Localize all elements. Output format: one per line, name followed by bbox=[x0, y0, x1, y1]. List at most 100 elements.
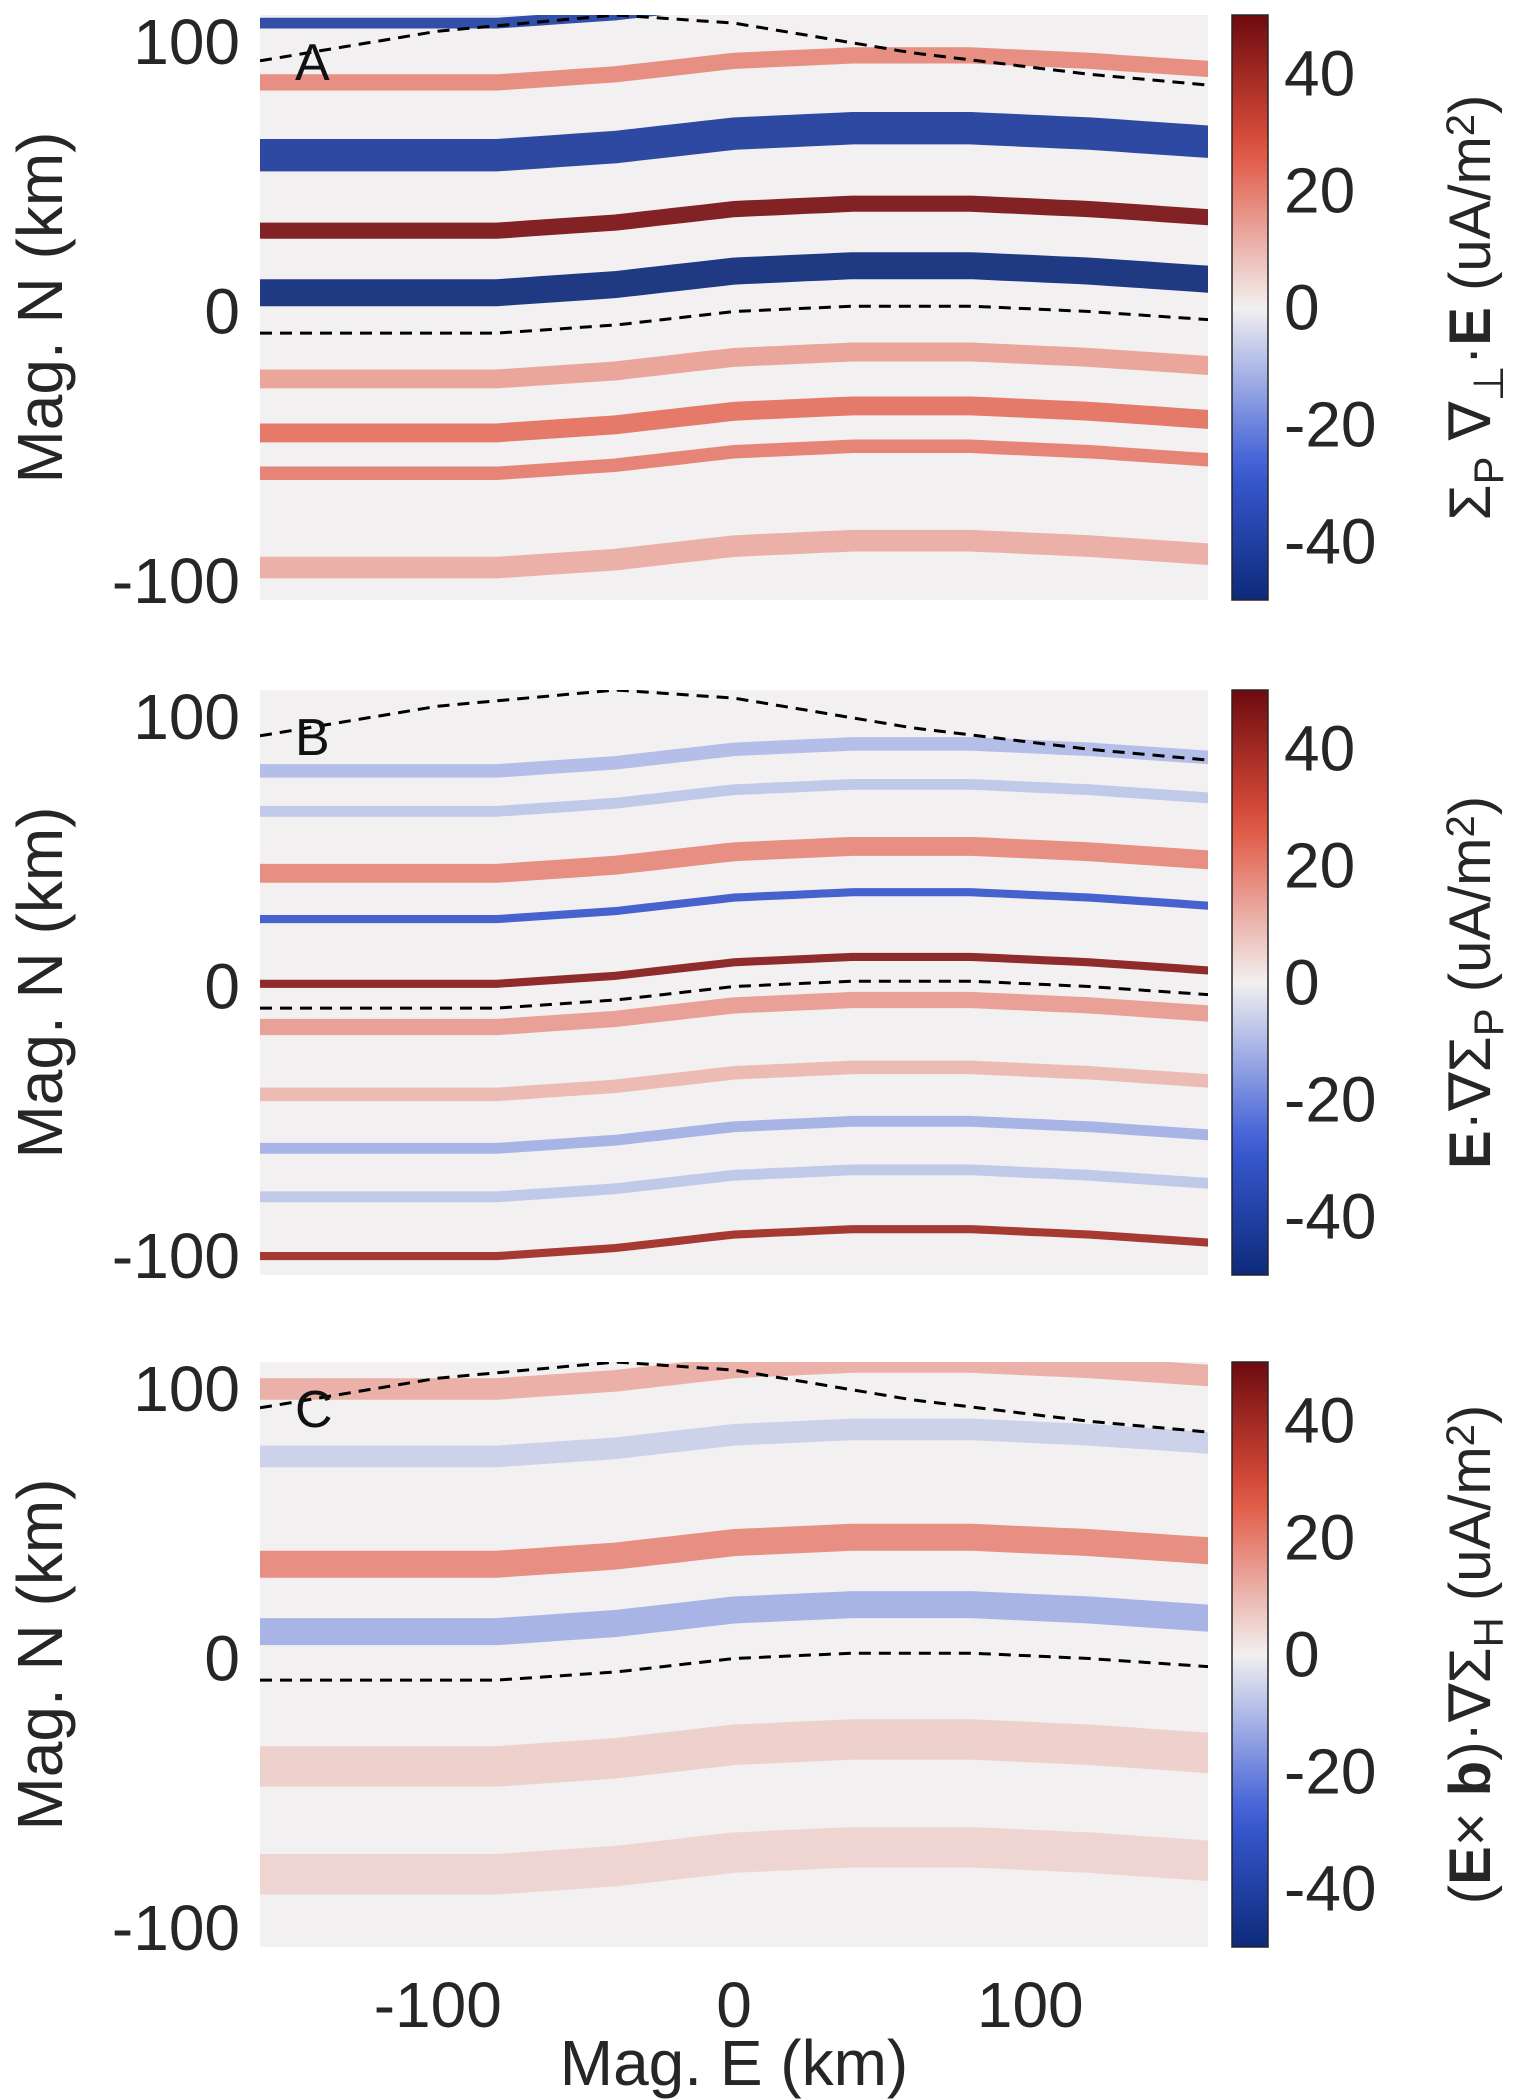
heatmap-band bbox=[260, 1719, 1208, 1787]
heatmap bbox=[260, 1362, 1208, 1895]
colorbar-label-part: (uA/m bbox=[1438, 838, 1503, 1009]
colorbar-label-part: b bbox=[1438, 1761, 1503, 1796]
colorbar-label-part: × bbox=[1438, 1796, 1503, 1846]
heatmap-band bbox=[260, 836, 1208, 883]
contour-upper bbox=[260, 690, 1208, 762]
colorbar-tick-label: -20 bbox=[1284, 389, 1377, 461]
heatmap-band bbox=[260, 111, 1208, 172]
panel-letter: B bbox=[295, 709, 330, 767]
colorbar-tick-label: -20 bbox=[1284, 1736, 1377, 1808]
colorbar-tick-label: 40 bbox=[1284, 713, 1355, 785]
colorbar-label-part: E bbox=[1438, 1130, 1503, 1169]
colorbar-tick-label: 40 bbox=[1284, 1385, 1355, 1457]
heatmap bbox=[260, 15, 1208, 579]
colorbar-label-part: ) bbox=[1438, 1405, 1503, 1424]
colorbar-label-part: ) bbox=[1438, 796, 1503, 815]
heatmap-band bbox=[260, 252, 1208, 307]
colorbar-tick-label: 20 bbox=[1284, 155, 1355, 227]
heatmap-band bbox=[260, 1418, 1208, 1468]
colorbar bbox=[1232, 15, 1268, 600]
x-tick-label: 100 bbox=[977, 1969, 1084, 2041]
heatmap-band bbox=[260, 1225, 1208, 1261]
heatmap-band bbox=[260, 888, 1208, 924]
colorbar-label-part: ) bbox=[1438, 95, 1503, 114]
colorbar-label-part: · bbox=[1438, 346, 1503, 365]
y-axis-label: Mag. N (km) bbox=[4, 132, 76, 484]
y-tick-label: -100 bbox=[112, 1220, 240, 1292]
colorbar-label: E·∇ΣP (uA/m2) bbox=[1438, 796, 1512, 1169]
x-axis-label: Mag. E (km) bbox=[560, 2027, 908, 2099]
heatmap-band bbox=[260, 1115, 1208, 1154]
heatmap-band bbox=[260, 779, 1208, 817]
colorbar-label: ΣP ∇⊥·E (uA/m2) bbox=[1438, 95, 1512, 521]
colorbar-label-part: 2 bbox=[1439, 1424, 1483, 1446]
heatmap-band bbox=[260, 396, 1208, 443]
colorbar-tick-label: -40 bbox=[1284, 1181, 1377, 1253]
colorbar-label-part: 2 bbox=[1439, 815, 1483, 837]
heatmap-band bbox=[260, 529, 1208, 579]
colorbar-label-part: )·∇Σ bbox=[1438, 1648, 1503, 1761]
colorbar-label-part: E bbox=[1438, 307, 1503, 346]
heatmap-band bbox=[260, 47, 1208, 91]
y-axis-label: Mag. N (km) bbox=[4, 1479, 76, 1831]
contour-lower bbox=[260, 979, 1208, 1010]
y-tick-label: -100 bbox=[112, 545, 240, 617]
y-tick-label: -100 bbox=[112, 1892, 240, 1964]
heatmap-band bbox=[260, 1362, 1208, 1400]
colorbar-label-part: E bbox=[1438, 1846, 1503, 1885]
colorbar-label-part: Σ bbox=[1438, 485, 1503, 521]
heatmap-band bbox=[260, 195, 1208, 239]
heatmap-band bbox=[260, 991, 1208, 1036]
heatmap-band bbox=[260, 1060, 1208, 1102]
colorbar-label-part: H bbox=[1465, 1617, 1512, 1647]
panel-letter: C bbox=[295, 1381, 333, 1439]
contour-upper bbox=[260, 15, 1208, 87]
x-tick-label: 0 bbox=[716, 1969, 752, 2041]
heatmap-band bbox=[260, 1164, 1208, 1203]
heatmap-band bbox=[260, 342, 1208, 389]
y-tick-label: 100 bbox=[133, 681, 240, 753]
colorbar-tick-label: -40 bbox=[1284, 1853, 1377, 1925]
colorbar-label-part: (uA/m bbox=[1438, 1446, 1503, 1617]
colorbar-label-part: P bbox=[1465, 1008, 1512, 1036]
colorbar-tick-label: -40 bbox=[1284, 506, 1377, 578]
heatmap-background bbox=[260, 15, 1208, 600]
y-axis-label: Mag. N (km) bbox=[4, 807, 76, 1159]
heatmap-band bbox=[260, 1523, 1208, 1578]
panel-letter: A bbox=[295, 34, 330, 92]
colorbar-tick-label: 0 bbox=[1284, 947, 1320, 1019]
colorbar-label-part: (uA/m bbox=[1438, 136, 1503, 307]
colorbar-tick-label: 0 bbox=[1284, 1619, 1320, 1691]
colorbar-frame bbox=[1231, 689, 1269, 1276]
heatmap-band bbox=[260, 439, 1208, 481]
heatmap-band bbox=[260, 1827, 1208, 1895]
y-tick-label: 0 bbox=[204, 1623, 240, 1695]
colorbar-label-part: ∇ bbox=[1438, 401, 1503, 456]
colorbar bbox=[1232, 1362, 1268, 1947]
heatmap bbox=[260, 690, 1208, 1261]
y-tick-label: 0 bbox=[204, 276, 240, 348]
colorbar-tick-label: 20 bbox=[1284, 830, 1355, 902]
colorbar-frame bbox=[1231, 14, 1269, 601]
colorbar-tick-label: 20 bbox=[1284, 1502, 1355, 1574]
colorbar-label-part: ( bbox=[1438, 1885, 1503, 1904]
heatmap-band bbox=[260, 737, 1208, 778]
colorbar-label-part: ·∇Σ bbox=[1438, 1036, 1503, 1130]
y-tick-label: 0 bbox=[204, 951, 240, 1023]
colorbar-frame bbox=[1231, 1361, 1269, 1948]
colorbar-label-part: ⊥ bbox=[1465, 365, 1512, 402]
contour-lower bbox=[260, 304, 1208, 335]
y-tick-label: 100 bbox=[133, 1353, 240, 1425]
colorbar-tick-label: -20 bbox=[1284, 1064, 1377, 1136]
colorbar bbox=[1232, 690, 1268, 1275]
colorbar-tick-label: 0 bbox=[1284, 272, 1320, 344]
x-tick-label: -100 bbox=[374, 1969, 502, 2041]
panel-a: A 100 0 -100 Mag. N (km) 40 20 0 -20 -40 ΣP ∇⊥·E (… bbox=[4, 6, 1512, 617]
colorbar-label-part: 2 bbox=[1439, 114, 1483, 136]
heatmap-band bbox=[260, 15, 1208, 29]
y-tick-label: 100 bbox=[133, 6, 240, 78]
heatmap-band bbox=[260, 1591, 1208, 1646]
